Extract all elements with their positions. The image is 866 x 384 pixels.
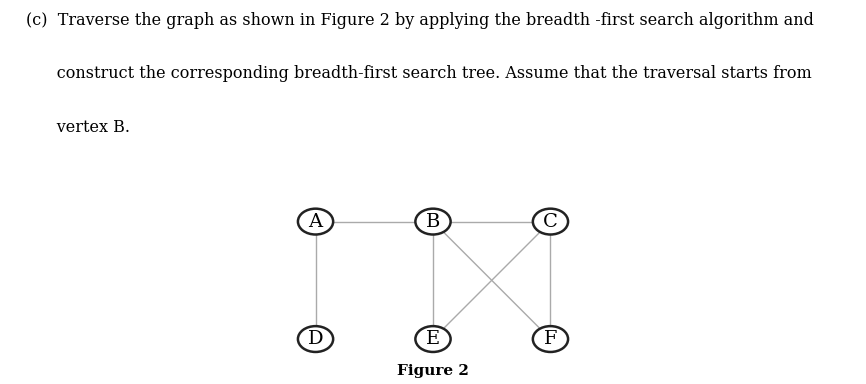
Text: Figure 2: Figure 2 — [397, 364, 469, 378]
Ellipse shape — [298, 209, 333, 235]
Text: E: E — [426, 330, 440, 348]
Text: construct the corresponding breadth-first search tree. Assume that the traversal: construct the corresponding breadth-firs… — [26, 65, 811, 82]
Text: (c)  Traverse the graph as shown in Figure 2 by applying the breadth -first sear: (c) Traverse the graph as shown in Figur… — [26, 12, 814, 28]
Ellipse shape — [416, 326, 450, 352]
Ellipse shape — [298, 326, 333, 352]
Text: D: D — [307, 330, 323, 348]
Ellipse shape — [533, 326, 568, 352]
Text: C: C — [543, 213, 558, 230]
Ellipse shape — [533, 209, 568, 235]
Ellipse shape — [416, 209, 450, 235]
Text: vertex B.: vertex B. — [26, 119, 130, 136]
Text: A: A — [308, 213, 323, 230]
Text: B: B — [426, 213, 440, 230]
Text: F: F — [544, 330, 557, 348]
